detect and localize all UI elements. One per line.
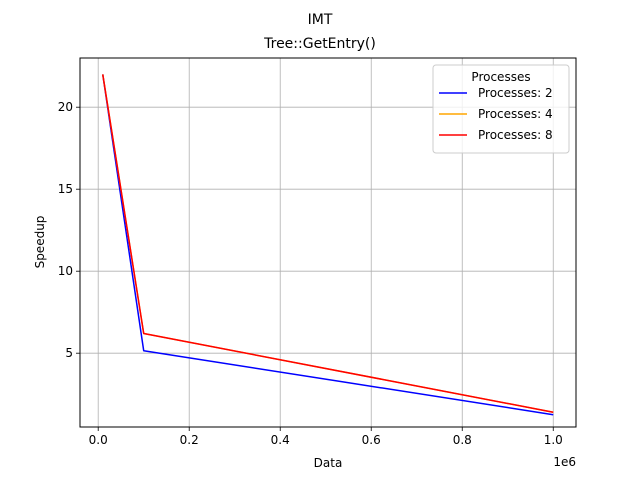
y-tick-label: 20 xyxy=(58,100,73,114)
x-tick-label: 0.0 xyxy=(89,433,108,447)
series-line-1 xyxy=(102,74,554,416)
x-tick-label: 0.2 xyxy=(180,433,199,447)
x-tick-label: 0.6 xyxy=(362,433,381,447)
legend-label-2: Processes: 4 xyxy=(478,107,553,121)
y-tick-label: 10 xyxy=(58,264,73,278)
x-tick-label: 1.0 xyxy=(544,433,563,447)
y-axis-label: Speedup xyxy=(33,216,47,269)
axis-ticks: 0.0 0.2 0.4 0.6 0.8 1.0 5 10 15 20 xyxy=(58,100,563,447)
x-tick-label: 0.8 xyxy=(453,433,472,447)
plot-frame xyxy=(79,57,577,428)
legend-frame xyxy=(432,64,570,154)
series-line-3 xyxy=(102,74,554,413)
x-offset-label: 1e6 xyxy=(553,455,576,469)
chart-suptitle: IMT xyxy=(308,12,333,28)
legend-label-3: Processes: 8 xyxy=(478,128,553,142)
chart-title: Tree::GetEntry() xyxy=(263,36,376,52)
x-tick-label: 0.4 xyxy=(271,433,290,447)
legend-title: Processes xyxy=(471,70,530,84)
x-axis-label: Data xyxy=(314,456,343,470)
legend: Processes Processes: 2 Processes: 4 Proces… xyxy=(432,64,570,154)
legend-label-1: Processes: 2 xyxy=(478,86,553,100)
y-tick-label: 5 xyxy=(65,346,73,360)
y-tick-label: 15 xyxy=(58,182,73,196)
series-lines xyxy=(102,74,554,416)
